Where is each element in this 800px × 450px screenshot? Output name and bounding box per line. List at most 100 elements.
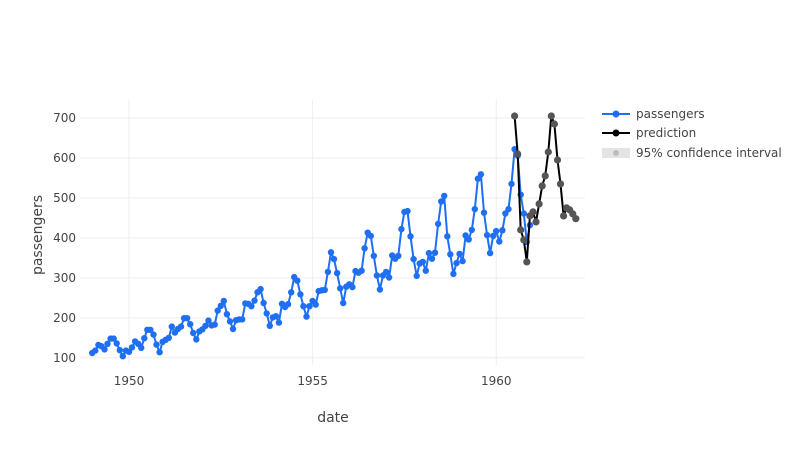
data-point-passengers[interactable] (376, 286, 384, 293)
data-point-passengers[interactable] (110, 335, 117, 342)
data-point-passengers[interactable] (398, 225, 405, 233)
data-point-passengers[interactable] (330, 255, 338, 263)
data-point-passengers[interactable] (496, 238, 503, 245)
data-point-passengers[interactable] (340, 299, 347, 307)
data-point-passengers[interactable] (128, 344, 136, 351)
data-point-passengers[interactable] (419, 258, 426, 266)
data-point-passengers[interactable] (156, 349, 163, 356)
data-point-passengers[interactable] (425, 249, 433, 257)
data-point-passengers[interactable] (226, 318, 234, 325)
data-point-passengers[interactable] (453, 259, 460, 267)
data-point-passengers[interactable] (327, 249, 335, 256)
data-point-passengers[interactable] (480, 209, 488, 216)
legend-item-confidence-interval[interactable]: 95% confidence interval (602, 146, 782, 160)
data-point-passengers[interactable] (297, 291, 304, 298)
data-point-passengers[interactable] (257, 285, 264, 293)
data-point-passengers[interactable] (150, 331, 157, 338)
data-point-passengers[interactable] (263, 310, 270, 317)
data-point-passengers[interactable] (477, 171, 485, 178)
data-point-prediction[interactable] (541, 172, 549, 180)
data-point-passengers[interactable] (431, 249, 439, 256)
data-point-passengers[interactable] (92, 347, 99, 354)
data-point-prediction[interactable] (550, 120, 559, 128)
data-point-passengers[interactable] (116, 347, 124, 354)
data-point-passengers[interactable] (413, 272, 420, 280)
data-point-passengers[interactable] (486, 249, 494, 257)
data-point-passengers[interactable] (288, 289, 295, 296)
data-point-prediction[interactable] (523, 258, 531, 266)
data-point-passengers[interactable] (275, 319, 283, 326)
data-point-passengers[interactable] (248, 303, 255, 310)
data-point-passengers[interactable] (220, 297, 227, 305)
data-point-passengers[interactable] (202, 322, 209, 329)
data-point-passengers[interactable] (428, 255, 436, 262)
data-point-passengers[interactable] (385, 274, 393, 281)
data-point-prediction[interactable] (572, 215, 580, 223)
data-point-passengers[interactable] (260, 299, 267, 307)
data-point-passengers[interactable] (471, 205, 478, 213)
data-point-passengers[interactable] (177, 323, 185, 330)
data-point-passengers[interactable] (101, 346, 108, 353)
data-point-passengers[interactable] (239, 316, 246, 323)
data-point-passengers[interactable] (193, 336, 200, 343)
data-point-passengers[interactable] (324, 268, 332, 276)
data-point-passengers[interactable] (358, 267, 365, 274)
data-point-passengers[interactable] (168, 323, 175, 330)
data-point-passengers[interactable] (456, 250, 463, 258)
data-point-prediction[interactable] (553, 156, 562, 164)
data-point-passengers[interactable] (266, 322, 273, 329)
data-point-passengers[interactable] (367, 232, 374, 240)
data-point-passengers[interactable] (337, 285, 344, 292)
data-point-prediction[interactable] (535, 200, 543, 208)
data-point-passengers[interactable] (183, 315, 191, 322)
data-point-passengers[interactable] (520, 210, 527, 217)
data-point-passengers[interactable] (312, 301, 319, 308)
data-point-passengers[interactable] (370, 252, 377, 260)
legend-item-prediction[interactable]: prediction (602, 126, 696, 140)
data-point-passengers[interactable] (505, 205, 512, 213)
data-point-passengers[interactable] (499, 227, 506, 234)
data-point-passengers[interactable] (422, 267, 429, 274)
data-point-passengers[interactable] (217, 302, 224, 309)
data-point-passengers[interactable] (333, 269, 341, 277)
legend[interactable]: passengers prediction 95% confidence int… (602, 107, 782, 160)
data-point-passengers[interactable] (294, 277, 301, 284)
data-point-passengers[interactable] (306, 303, 313, 310)
data-point-passengers[interactable] (284, 301, 292, 308)
data-point-prediction[interactable] (544, 148, 552, 156)
data-point-passengers[interactable] (272, 313, 280, 320)
data-point-passengers[interactable] (465, 236, 472, 243)
data-point-passengers[interactable] (321, 286, 328, 294)
data-point-passengers[interactable] (468, 226, 475, 234)
data-point-passengers[interactable] (508, 180, 515, 188)
data-point-passengers[interactable] (190, 329, 197, 337)
data-point-passengers[interactable] (104, 340, 111, 347)
data-point-passengers[interactable] (138, 344, 145, 351)
data-point-passengers[interactable] (404, 207, 411, 215)
data-point-passengers[interactable] (141, 335, 148, 342)
data-point-prediction[interactable] (532, 218, 540, 226)
data-point-passengers[interactable] (251, 297, 258, 304)
data-point-passengers[interactable] (223, 311, 231, 318)
data-point-passengers[interactable] (490, 232, 497, 240)
data-point-passengers[interactable] (119, 353, 127, 360)
data-point-passengers[interactable] (493, 227, 500, 235)
data-point-passengers[interactable] (395, 252, 402, 260)
data-point-passengers[interactable] (444, 233, 451, 240)
data-point-passengers[interactable] (113, 340, 120, 347)
data-point-passengers[interactable] (459, 257, 466, 265)
data-point-passengers[interactable] (438, 198, 445, 205)
data-point-prediction[interactable] (529, 208, 537, 216)
data-point-passengers[interactable] (303, 313, 310, 320)
data-point-passengers[interactable] (147, 326, 154, 333)
data-point-prediction[interactable] (556, 180, 565, 188)
data-point-passengers[interactable] (441, 192, 448, 200)
data-point-passengers[interactable] (483, 231, 491, 239)
data-point-prediction[interactable] (517, 226, 525, 234)
data-point-passengers[interactable] (214, 307, 221, 314)
data-point-passengers[interactable] (187, 321, 194, 328)
data-point-passengers[interactable] (450, 270, 457, 278)
data-point-passengers[interactable] (407, 233, 414, 240)
data-point-passengers[interactable] (211, 321, 218, 328)
data-point-prediction[interactable] (560, 212, 568, 220)
